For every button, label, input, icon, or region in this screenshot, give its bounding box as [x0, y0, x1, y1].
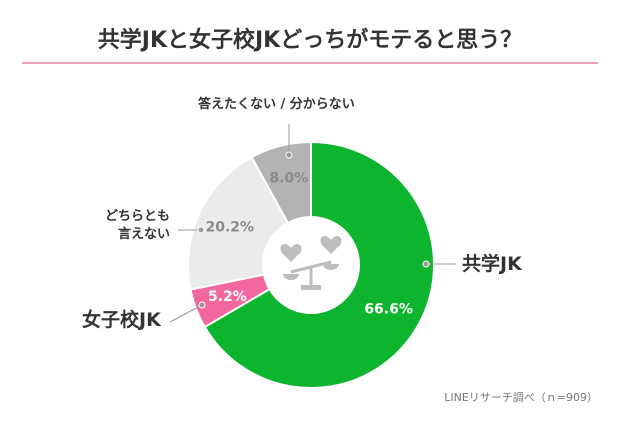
value-label: 5.2% [208, 289, 247, 305]
center-icon [280, 236, 342, 290]
leader-line [169, 304, 203, 323]
donut-slice [250, 140, 312, 225]
value-label: 8.0% [269, 170, 308, 186]
donut-slice [187, 155, 290, 291]
category-label: どちらとも言えない [104, 209, 170, 242]
value-label: 20.2% [205, 219, 254, 235]
category-label: 答えたくない / 分からない [198, 97, 355, 112]
chart-title: 共学JKと女子校JKどっちがモテると思う？ [97, 28, 523, 53]
leader-dot [422, 260, 430, 268]
value-label: 66.6% [364, 302, 413, 318]
source-note: LINEリサーチ調べ（ｎ=909） [444, 391, 598, 404]
category-label: 共学JK [462, 253, 522, 275]
category-label: 女子校JK [82, 309, 161, 331]
leader-dot [198, 301, 206, 309]
donut-slice [203, 140, 435, 389]
leader-dot [285, 151, 293, 159]
leader-dot [197, 226, 205, 234]
